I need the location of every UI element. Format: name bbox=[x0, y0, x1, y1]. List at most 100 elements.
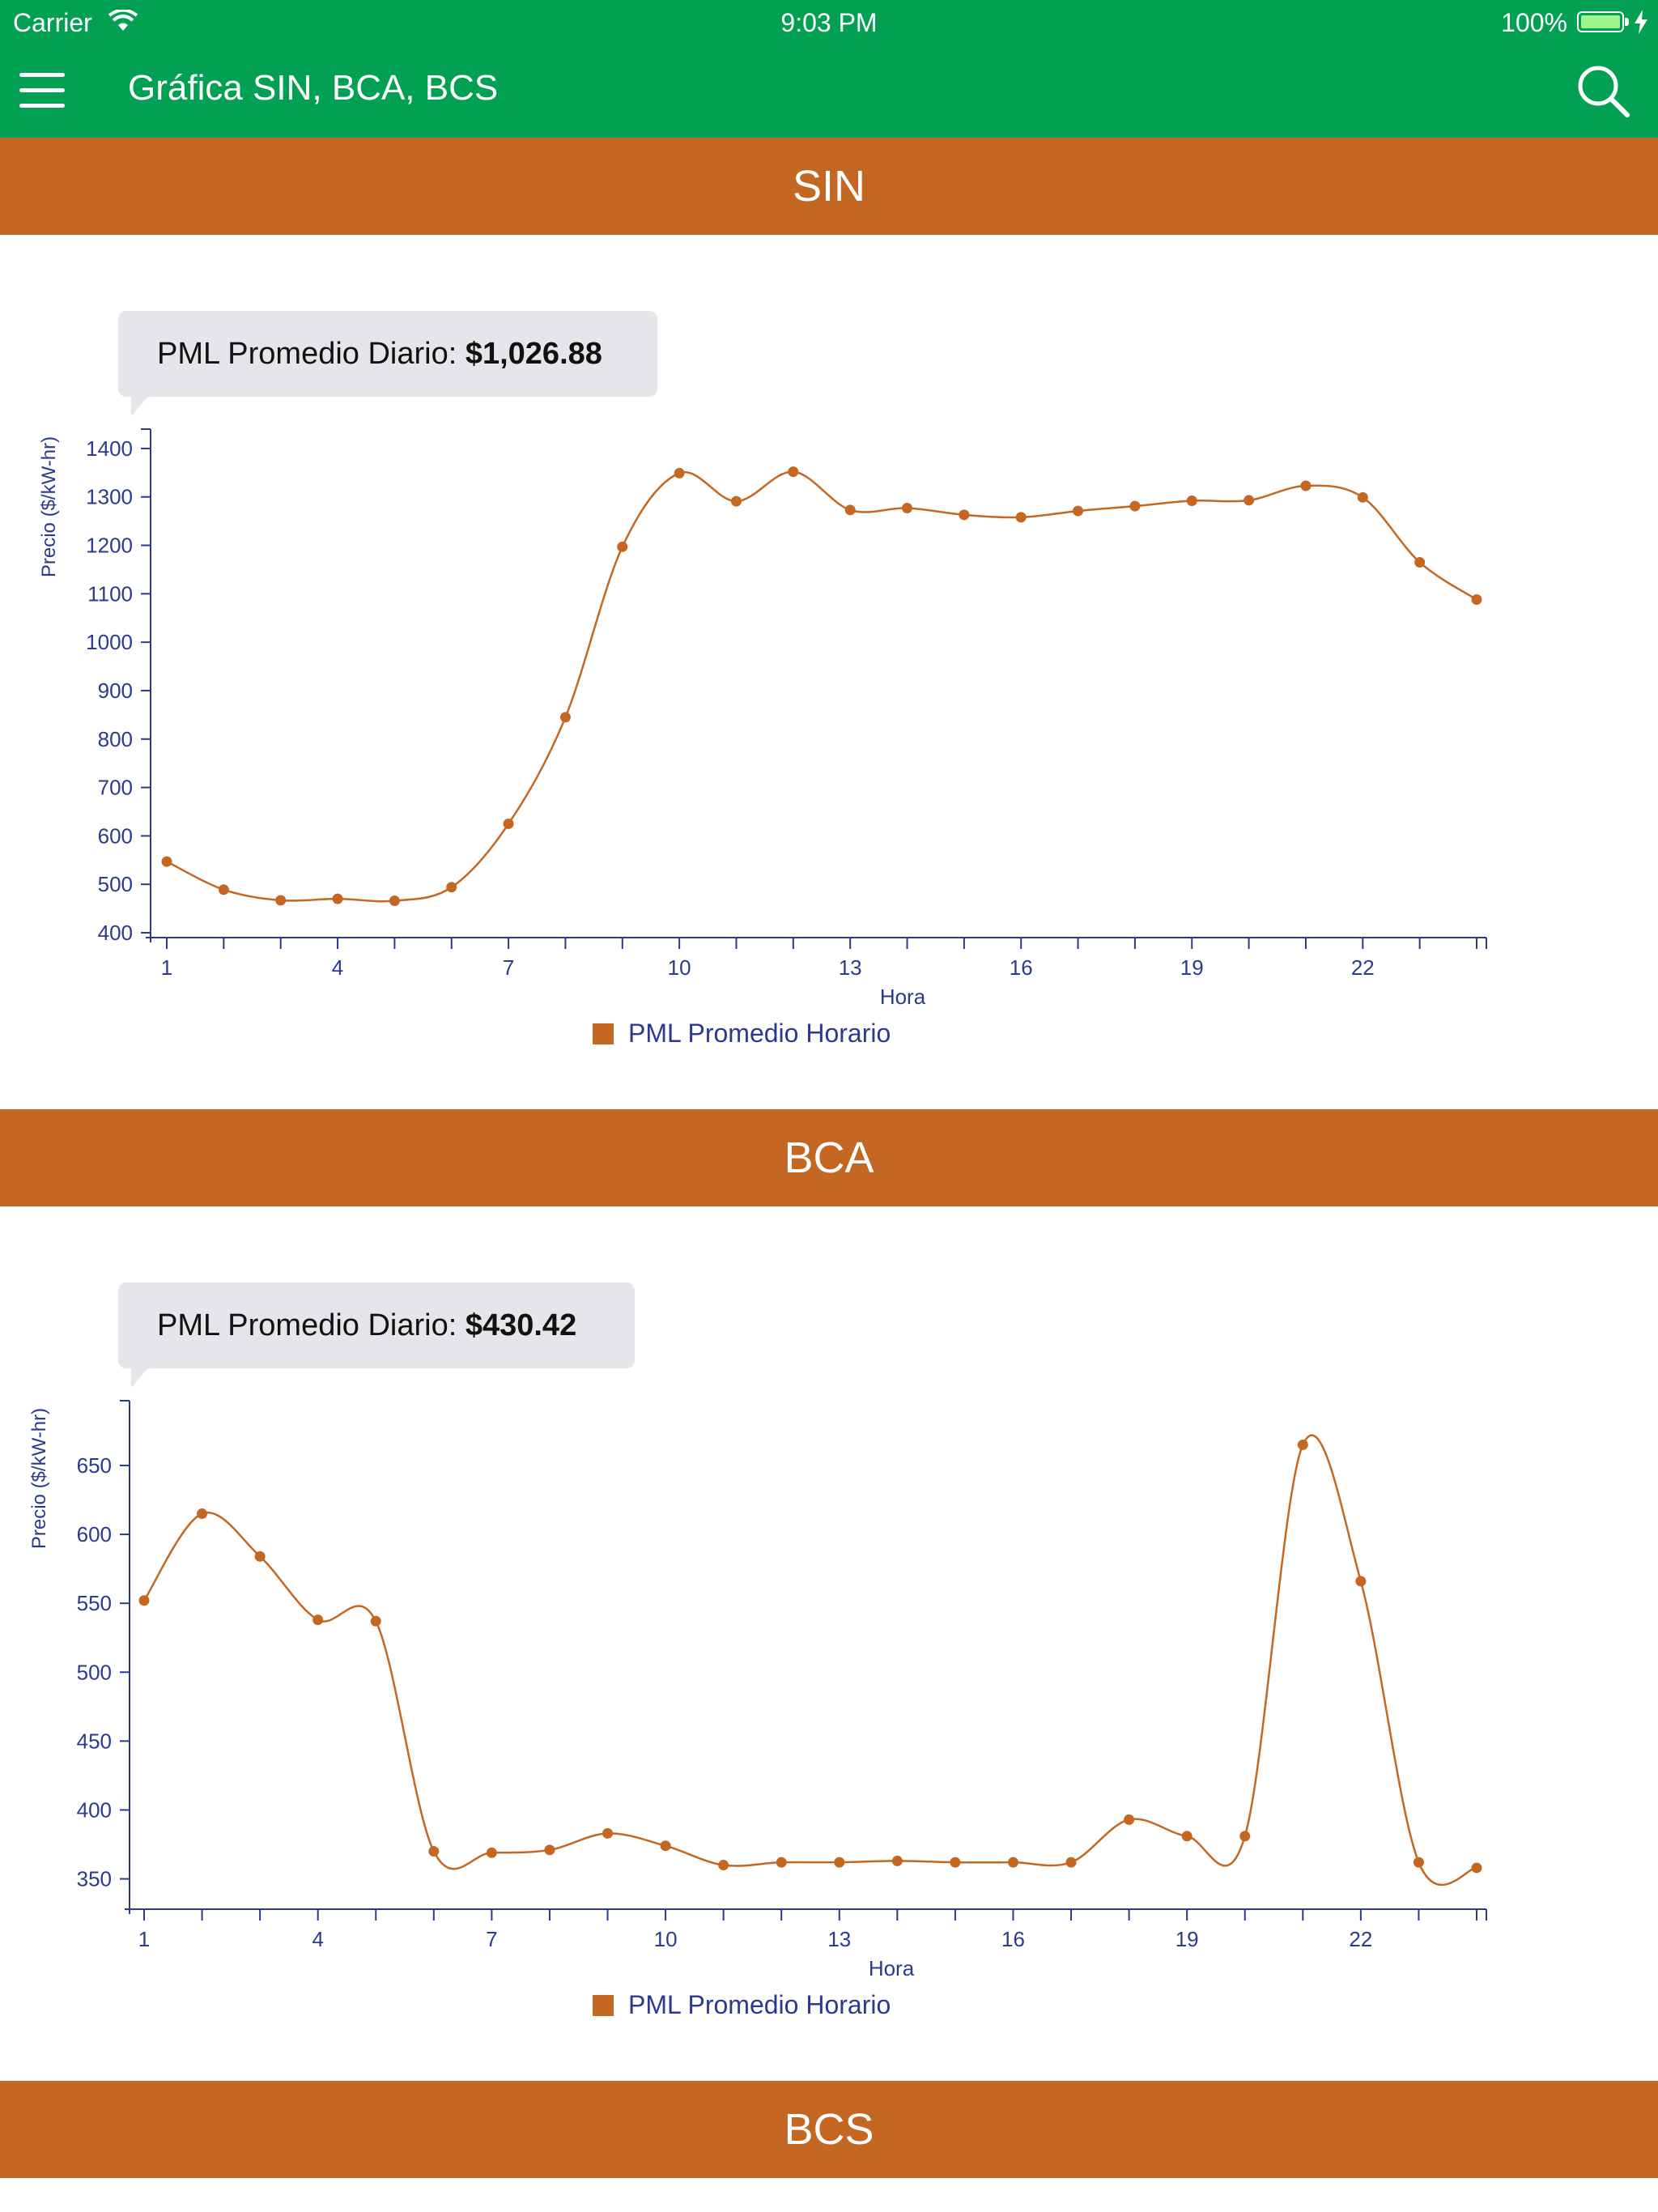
data-point bbox=[275, 895, 287, 906]
data-point bbox=[1065, 1857, 1077, 1868]
legend-sin: PML Promedio Horario bbox=[593, 1019, 891, 1049]
data-point bbox=[503, 818, 514, 829]
y-tick-label: 400 bbox=[98, 921, 133, 945]
x-tick-label: 4 bbox=[332, 955, 343, 980]
data-point bbox=[617, 541, 628, 552]
battery-tip bbox=[1625, 18, 1629, 26]
section-header-bca: BCA bbox=[0, 1109, 1658, 1206]
daily-average-tooltip-sin: PML Promedio Diario: $1,026.88 bbox=[118, 311, 657, 416]
tooltip-value: $1,026.88 bbox=[465, 337, 602, 371]
data-point bbox=[370, 1615, 381, 1627]
data-point bbox=[788, 466, 799, 478]
y-tick-label: 1300 bbox=[86, 485, 133, 509]
data-point bbox=[730, 496, 742, 507]
daily-average-tooltip-bca: PML Promedio Diario: $430.42 bbox=[118, 1283, 635, 1388]
y-tick-label: 550 bbox=[77, 1591, 112, 1615]
data-point bbox=[1244, 495, 1255, 506]
data-point bbox=[1007, 1857, 1018, 1868]
data-point bbox=[486, 1847, 497, 1858]
y-tick-label: 600 bbox=[77, 1522, 112, 1546]
data-point bbox=[389, 895, 400, 907]
y-axis-label: Precio ($/kW-hr) bbox=[38, 436, 60, 577]
series-line bbox=[166, 470, 1477, 903]
y-tick-label: 450 bbox=[77, 1729, 112, 1753]
x-tick-label: 19 bbox=[1180, 955, 1204, 980]
line-chart-sin: 400 500 600 700 800 900 1000 1100 1200 1300 1400 1 4… bbox=[38, 428, 1487, 1009]
y-tick-label: 800 bbox=[98, 727, 133, 751]
y-tick-label: 700 bbox=[98, 776, 133, 800]
x-tick-label: 1 bbox=[138, 1927, 150, 1951]
data-point bbox=[1124, 1814, 1135, 1825]
data-point bbox=[1297, 1439, 1308, 1450]
data-point bbox=[1300, 480, 1312, 491]
legend-swatch bbox=[593, 1023, 614, 1044]
y-tick-label: 400 bbox=[77, 1797, 112, 1822]
status-bar: Carrier 9:03 PM 100% bbox=[0, 0, 1658, 45]
x-tick-label: 13 bbox=[827, 1927, 851, 1951]
page-title: Gráfica SIN, BCA, BCS bbox=[128, 68, 499, 108]
data-point bbox=[446, 882, 457, 893]
legend-bca: PML Promedio Horario bbox=[593, 1990, 891, 2020]
y-tick-label: 600 bbox=[98, 823, 133, 848]
data-point bbox=[1355, 1576, 1367, 1587]
data-point bbox=[218, 884, 229, 895]
data-point bbox=[891, 1855, 903, 1866]
x-tick-label: 10 bbox=[654, 1927, 678, 1951]
battery-percent: 100% bbox=[1501, 8, 1567, 37]
x-axis-label: Hora bbox=[869, 1956, 915, 1980]
data-point bbox=[332, 893, 343, 904]
data-point bbox=[1239, 1831, 1251, 1842]
data-point bbox=[776, 1857, 787, 1868]
section-header-sin: SIN bbox=[0, 138, 1658, 235]
y-axis-label: Precio ($/kW-hr) bbox=[28, 1408, 50, 1549]
hamburger-menu-icon[interactable] bbox=[19, 73, 65, 108]
data-point bbox=[1357, 491, 1368, 503]
x-tick-label: 22 bbox=[1351, 955, 1375, 980]
x-tick-label: 7 bbox=[503, 955, 514, 980]
y-tick-label: 1100 bbox=[87, 581, 133, 606]
data-point bbox=[138, 1595, 150, 1606]
data-point bbox=[834, 1857, 845, 1868]
legend-label: PML Promedio Horario bbox=[628, 1990, 891, 2019]
y-tick-label: 650 bbox=[77, 1453, 112, 1478]
carrier-label: Carrier bbox=[13, 8, 92, 37]
data-point bbox=[959, 509, 970, 521]
data-point bbox=[1129, 500, 1141, 512]
data-point bbox=[428, 1846, 440, 1857]
y-tick-label: 1400 bbox=[86, 436, 133, 461]
wifi-icon bbox=[108, 10, 138, 31]
x-tick-label: 16 bbox=[1001, 1927, 1025, 1951]
x-axis-label: Hora bbox=[880, 985, 926, 1009]
series-line bbox=[142, 1434, 1477, 1887]
data-point bbox=[254, 1551, 266, 1562]
data-point bbox=[1471, 1862, 1482, 1874]
data-point bbox=[1073, 505, 1084, 517]
tooltip-label: PML Promedio Diario: bbox=[157, 337, 457, 371]
clock: 9:03 PM bbox=[780, 8, 878, 37]
data-point bbox=[312, 1614, 324, 1626]
x-tick-label: 10 bbox=[668, 955, 691, 980]
x-tick-label: 22 bbox=[1349, 1927, 1372, 1951]
y-tick-label: 500 bbox=[77, 1660, 112, 1684]
y-tick-label: 500 bbox=[98, 872, 133, 896]
x-tick-label: 19 bbox=[1175, 1927, 1199, 1951]
y-tick-label: 1000 bbox=[86, 630, 133, 654]
search-icon[interactable] bbox=[1575, 63, 1632, 120]
y-tick-label: 900 bbox=[98, 678, 133, 703]
data-point bbox=[844, 504, 856, 516]
x-tick-label: 13 bbox=[839, 955, 862, 980]
x-tick-label: 16 bbox=[1010, 955, 1033, 980]
x-tick-label: 4 bbox=[312, 1927, 323, 1951]
data-point bbox=[718, 1860, 729, 1871]
legend-swatch bbox=[593, 1995, 614, 2016]
battery-icon bbox=[1577, 11, 1624, 32]
tooltip-value: $430.42 bbox=[465, 1308, 577, 1342]
data-point bbox=[559, 712, 571, 723]
nav-bar: Gráfica SIN, BCA, BCS bbox=[0, 45, 1658, 138]
line-chart-bca: 350 400 450 500 550 600 650 1 4 7 10 13 16 19 22 Hora Pr… bbox=[28, 1400, 1487, 1980]
data-point bbox=[902, 502, 913, 513]
data-point bbox=[1015, 512, 1027, 523]
data-point bbox=[950, 1857, 961, 1868]
tooltip-label: PML Promedio Diario: bbox=[157, 1308, 457, 1342]
y-tick-label: 1200 bbox=[86, 534, 133, 558]
